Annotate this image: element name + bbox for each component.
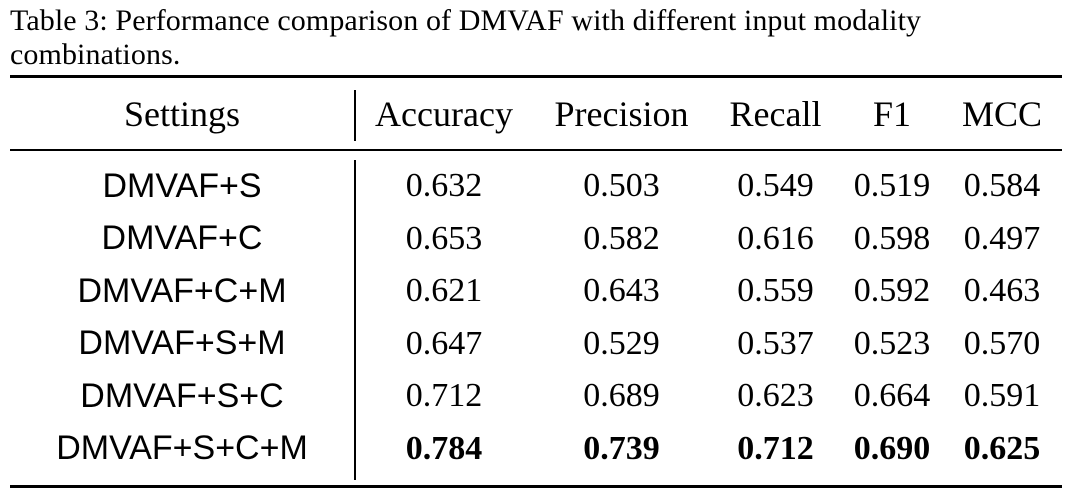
precision-cell: 0.503 bbox=[583, 167, 660, 205]
setting-cell: DMVAF+C bbox=[101, 219, 263, 258]
table-row: DMVAF+S 0.632 0.503 0.549 0.519 0.584 bbox=[10, 160, 1062, 213]
table-row: DMVAF+S+M 0.647 0.529 0.537 0.523 0.570 bbox=[10, 318, 1062, 371]
setting-cell: DMVAF+S+C bbox=[80, 376, 284, 415]
table-row: DMVAF+C 0.653 0.582 0.616 0.598 0.497 bbox=[10, 213, 1062, 266]
header-f1: F1 bbox=[872, 94, 912, 134]
header-mcc: MCC bbox=[961, 94, 1043, 134]
mcc-cell: 0.497 bbox=[963, 219, 1041, 257]
header-recall: Recall bbox=[729, 94, 822, 134]
setting-cell: DMVAF+C+M bbox=[77, 271, 287, 310]
recall-cell: 0.623 bbox=[737, 377, 814, 415]
precision-cell: 0.643 bbox=[583, 272, 660, 310]
f1-cell: 0.519 bbox=[853, 167, 931, 205]
accuracy-cell: 0.653 bbox=[405, 219, 483, 257]
header-row: Settings Accuracy Precision Recall F1 MC… bbox=[10, 92, 1062, 136]
recall-cell: 0.537 bbox=[737, 324, 814, 362]
f1-cell: 0.523 bbox=[853, 324, 931, 362]
mcc-cell: 0.584 bbox=[963, 167, 1041, 205]
results-table-header: Settings Accuracy Precision Recall F1 MC… bbox=[10, 92, 1062, 136]
accuracy-cell: 0.647 bbox=[405, 324, 483, 362]
recall-cell: 0.549 bbox=[737, 167, 814, 205]
f1-cell: 0.664 bbox=[853, 377, 931, 415]
table-row: DMVAF+C+M 0.621 0.643 0.559 0.592 0.463 bbox=[10, 265, 1062, 318]
f1-cell: 0.598 bbox=[853, 219, 931, 257]
mcc-cell: 0.463 bbox=[963, 272, 1041, 310]
accuracy-cell: 0.784 bbox=[405, 429, 483, 467]
setting-cell: DMVAF+S bbox=[102, 166, 262, 205]
mcc-cell: 0.570 bbox=[963, 324, 1041, 362]
recall-cell: 0.712 bbox=[737, 429, 814, 467]
precision-cell: 0.739 bbox=[583, 429, 660, 467]
header-accuracy: Accuracy bbox=[375, 94, 513, 134]
header-rule bbox=[10, 149, 1062, 151]
body-column-divider bbox=[354, 160, 356, 480]
setting-cell: DMVAF+S+M bbox=[78, 324, 286, 363]
f1-cell: 0.592 bbox=[853, 272, 931, 310]
table-row: DMVAF+S+C 0.712 0.689 0.623 0.664 0.591 bbox=[10, 370, 1062, 423]
top-rule bbox=[10, 75, 1062, 78]
precision-cell: 0.529 bbox=[583, 324, 660, 362]
mcc-cell: 0.625 bbox=[963, 429, 1041, 467]
table-row: DMVAF+S+C+M 0.784 0.739 0.712 0.690 0.625 bbox=[10, 423, 1062, 476]
setting-cell: DMVAF+S+C+M bbox=[56, 429, 308, 468]
recall-cell: 0.616 bbox=[737, 219, 814, 257]
bottom-rule bbox=[10, 485, 1062, 488]
results-table-body: DMVAF+S 0.632 0.503 0.549 0.519 0.584 DMVAF+C 0… bbox=[10, 160, 1062, 475]
recall-cell: 0.559 bbox=[737, 272, 814, 310]
precision-cell: 0.582 bbox=[583, 219, 660, 257]
header-precision: Precision bbox=[554, 94, 689, 134]
mcc-cell: 0.591 bbox=[963, 377, 1041, 415]
accuracy-cell: 0.632 bbox=[405, 167, 483, 205]
precision-cell: 0.689 bbox=[583, 377, 660, 415]
f1-cell: 0.690 bbox=[853, 429, 931, 467]
accuracy-cell: 0.712 bbox=[405, 377, 483, 415]
table-caption: Table 3: Performance comparison of DMVAF… bbox=[10, 4, 922, 71]
header-column-divider bbox=[354, 90, 356, 141]
header-settings: Settings bbox=[123, 94, 240, 134]
accuracy-cell: 0.621 bbox=[405, 272, 483, 310]
